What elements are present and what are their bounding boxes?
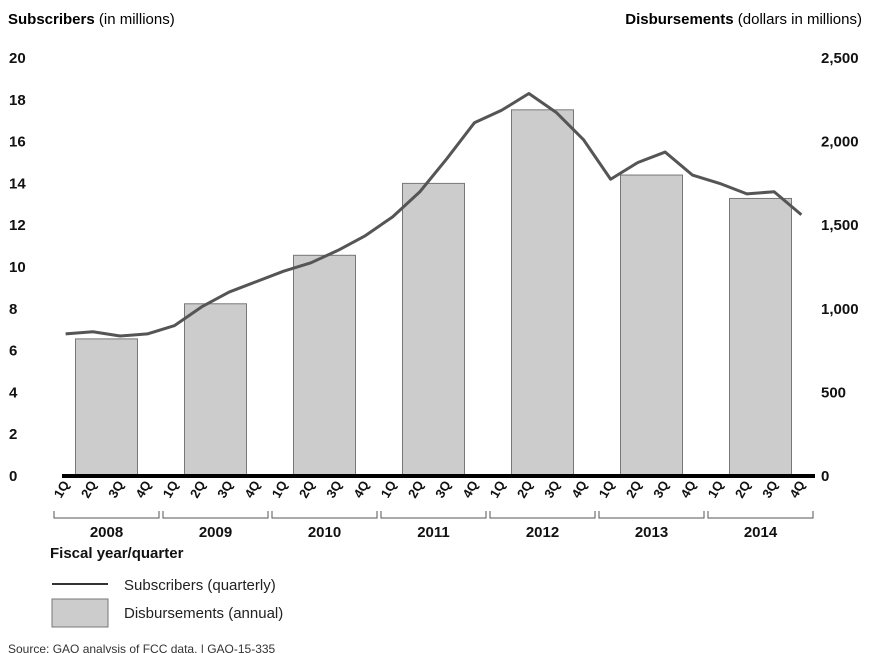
- quarter-label: 3Q: [759, 478, 781, 501]
- left-tick-label: 0: [9, 468, 17, 485]
- quarter-label: 3Q: [214, 478, 236, 501]
- quarter-label: 4Q: [786, 478, 808, 501]
- right-tick-label: 0: [821, 468, 829, 485]
- legend-bar-swatch: [51, 598, 109, 628]
- bar-2013: [620, 174, 683, 477]
- quarter-label: 1Q: [269, 478, 291, 501]
- bar-2010: [293, 254, 356, 477]
- right-axis-ticks: 0 500 1,000 1,500 2,000 2,500: [821, 50, 859, 485]
- left-tick-label: 20: [9, 50, 26, 67]
- quarter-label: 3Q: [650, 478, 672, 501]
- left-tick-label: 8: [9, 301, 17, 318]
- year-label-2011: 2011: [417, 524, 450, 541]
- year-label-2014: 2014: [744, 524, 778, 541]
- quarter-label: 3Q: [432, 478, 454, 501]
- year-bracket: [162, 511, 269, 519]
- bar-2012: [511, 109, 574, 477]
- subscriber-line: [65, 92, 803, 338]
- right-axis-title: Disbursements (dollars in millions): [625, 11, 862, 28]
- right-tick-label: 2,000: [821, 134, 859, 151]
- left-tick-label: 10: [9, 259, 26, 276]
- quarter-label: 2Q: [296, 478, 318, 501]
- bar-2008: [75, 338, 138, 477]
- quarter-label: 2Q: [187, 478, 209, 501]
- legend-label-disbursements: Disbursements (annual): [124, 605, 283, 622]
- left-tick-label: 6: [9, 343, 17, 360]
- quarter-label: 4Q: [350, 478, 372, 501]
- bar-2009: [184, 303, 247, 477]
- disbursement-bars: [75, 109, 792, 477]
- bar-2014: [729, 197, 792, 477]
- quarter-labels: 1Q 2Q 3Q 4Q 1Q 2Q 3Q 4Q 1Q 2Q 3Q 4Q 1Q 2Q 3Q 4Q 1Q 2Q 3Q 4Q…: [51, 478, 808, 501]
- year-bracket: [380, 511, 487, 519]
- left-tick-label: 2: [9, 426, 17, 443]
- year-bracket: [271, 511, 378, 519]
- left-axis-ticks: 0 2 4 6 8 10 12 14 16 18 20: [9, 50, 26, 485]
- legend-label-subscribers: Subscribers (quarterly): [124, 577, 276, 594]
- quarter-label: 3Q: [323, 478, 345, 501]
- right-tick-label: 500: [821, 384, 846, 401]
- right-tick-label: 1,500: [821, 217, 859, 234]
- year-label-2008: 2008: [90, 524, 123, 541]
- source-note: Source: GAO analysis of FCC data. | GAO-…: [8, 642, 276, 653]
- left-tick-label: 14: [9, 175, 26, 192]
- quarter-label: 1Q: [705, 478, 727, 501]
- subscriber-series-line: [65, 92, 803, 338]
- left-tick-label: 16: [9, 134, 26, 151]
- left-tick-label: 12: [9, 217, 26, 234]
- quarter-label: 2Q: [732, 478, 754, 501]
- year-bracket: [489, 511, 596, 519]
- year-bracket: [53, 511, 160, 519]
- quarter-label: 1Q: [160, 478, 182, 501]
- quarter-label: 4Q: [568, 478, 590, 501]
- quarter-label: 1Q: [378, 478, 400, 501]
- bar-2011: [402, 182, 465, 477]
- quarter-label: 2Q: [405, 478, 427, 501]
- quarter-label: 4Q: [677, 478, 699, 501]
- right-tick-label: 2,500: [821, 50, 859, 67]
- year-bracket: [598, 511, 705, 519]
- quarter-label: 1Q: [596, 478, 618, 501]
- year-label-2010: 2010: [308, 524, 341, 541]
- year-label-2009: 2009: [199, 524, 232, 541]
- quarter-label: 2Q: [514, 478, 536, 501]
- quarter-label: 1Q: [487, 478, 509, 501]
- left-axis-title: Subscribers (in millions): [8, 11, 175, 28]
- x-axis-title: Fiscal year/quarter: [50, 545, 184, 562]
- quarter-label: 3Q: [541, 478, 563, 501]
- left-tick-label: 4: [9, 384, 18, 401]
- quarter-label: 2Q: [623, 478, 645, 501]
- quarter-label: 4Q: [459, 478, 481, 501]
- quarter-label: 4Q: [132, 478, 154, 501]
- quarter-label: 3Q: [105, 478, 127, 501]
- right-tick-label: 1,000: [821, 301, 859, 318]
- quarter-label: 1Q: [51, 478, 73, 501]
- year-labels: 2008 2009 2010 2011 2012 2013 2014: [53, 511, 814, 541]
- year-label-2012: 2012: [526, 524, 559, 541]
- quarter-label: 2Q: [78, 478, 100, 501]
- year-bracket: [707, 511, 814, 519]
- quarter-label: 4Q: [241, 478, 263, 501]
- year-label-2013: 2013: [635, 524, 668, 541]
- left-tick-label: 18: [9, 92, 26, 109]
